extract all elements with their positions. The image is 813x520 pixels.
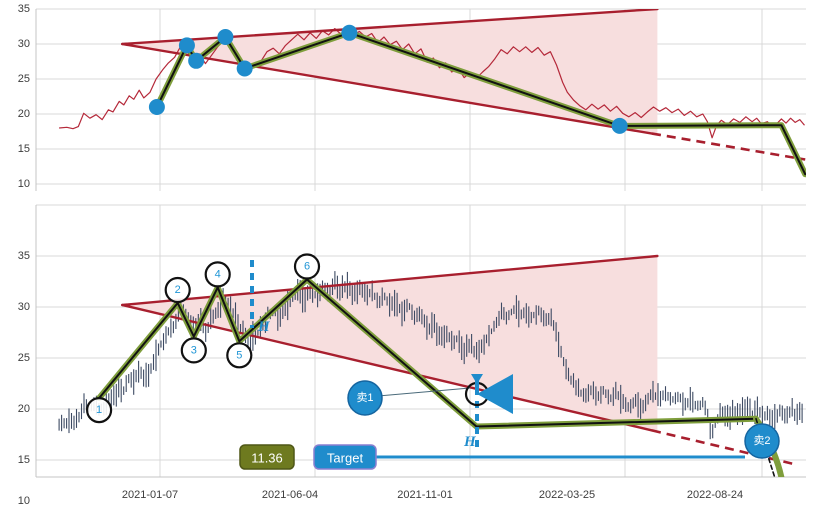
pivot-marker[interactable] (612, 118, 628, 134)
pivot-marker[interactable] (341, 25, 357, 41)
wave-count-label-2: 2 (175, 284, 181, 296)
top-y-tick: 20 (18, 108, 30, 120)
wave-count-label-5: 5 (236, 349, 242, 361)
pivot-marker[interactable] (179, 37, 195, 53)
wave-count-label-3: 3 (191, 344, 197, 356)
chart-root: 35 30 25 20 15 10 (0, 0, 813, 520)
price-value-chip: 11.36 (240, 445, 294, 469)
x-axis-tick-label: 2021-11-01 (397, 489, 452, 501)
bottom-panel-svg: 35 30 25 20 15 10 2021-01-07 2021-06-04 … (0, 198, 813, 520)
x-axis-tick-label: 2021-06-04 (262, 489, 318, 501)
pivot-marker[interactable] (217, 29, 233, 45)
wave-count-label-1: 1 (96, 404, 102, 416)
sell2-badge[interactable]: 卖2 (745, 424, 779, 458)
top-y-tick: 30 (18, 38, 30, 50)
x-axis-tick-label: 2021-01-07 (122, 489, 178, 501)
x-axis-tick-label: 2022-03-25 (539, 489, 595, 501)
pivot-marker[interactable] (188, 53, 204, 69)
pivot-marker[interactable] (149, 99, 165, 115)
sell2-badge-label: 卖2 (753, 434, 770, 447)
top-panel-svg: 35 30 25 20 15 10 (0, 0, 813, 196)
target-badge-label: Target (327, 451, 364, 466)
wave-count-label-4: 4 (215, 268, 221, 280)
bottom-detail-panel: 35 30 25 20 15 10 2021-01-07 2021-06-04 … (0, 198, 813, 520)
x-axis-tick-label: 2022-08-24 (687, 489, 743, 501)
wave-count-label-6: 6 (304, 261, 310, 273)
top-y-tick: 10 (18, 178, 30, 190)
price-value-chip-label: 11.36 (251, 451, 283, 466)
top-y-tick: 35 (18, 3, 30, 15)
bottom-y-tick: 35 (18, 250, 30, 262)
pivot-marker[interactable] (237, 61, 253, 77)
sell1-badge[interactable]: 卖1 (348, 381, 382, 415)
top-y-tick: 25 (18, 73, 30, 85)
sell1-badge-label: 卖1 (356, 391, 373, 404)
h-measure-label-top: H (257, 319, 271, 335)
bottom-y-tick: 15 (18, 454, 30, 466)
bottom-y-tick: 25 (18, 352, 30, 364)
h-measure-label-bottom: H (463, 434, 477, 450)
target-badge[interactable]: Target (314, 445, 376, 469)
top-y-tick: 15 (18, 143, 30, 155)
bottom-y-tick: 20 (18, 403, 30, 415)
bottom-y-tick: 30 (18, 301, 30, 313)
bottom-y-tick: 10 (18, 495, 30, 507)
top-price-panel: 35 30 25 20 15 10 (0, 0, 813, 196)
